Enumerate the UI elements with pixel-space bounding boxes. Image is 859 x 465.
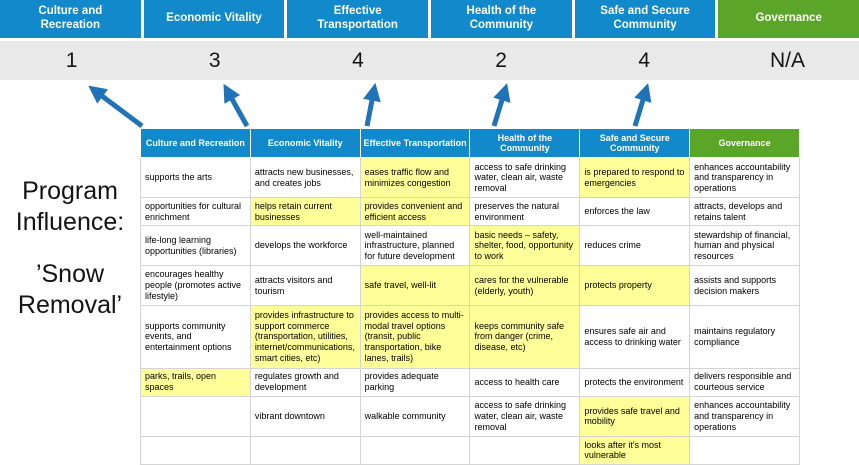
table-cell <box>359 435 471 465</box>
table-cell: enhances accountability and transparency… <box>689 395 800 437</box>
table-row: supports community events, and entertain… <box>140 304 800 369</box>
table-cell: supports community events, and entertain… <box>140 304 251 369</box>
program-influence-label: Program Influence: ’Snow Removal’ <box>0 176 140 341</box>
table-cell <box>689 435 800 465</box>
score-strip: 1 3 4 2 4 N/A <box>0 41 859 80</box>
table-cell: maintains regulatory compliance <box>689 304 800 369</box>
table-cell: access to safe drinking water, clean air… <box>469 395 581 437</box>
table-cell: keeps community safe from danger (crime,… <box>469 304 581 369</box>
priority-header-culture-and-recreation: Culture and Recreation <box>0 0 141 38</box>
table-cell: protects the environment <box>579 367 691 397</box>
table-cell: provides access to multi-modal travel op… <box>359 304 471 369</box>
table-cell: attracts new businesses, and creates job… <box>249 157 361 199</box>
table-cell: assists and supports decision makers <box>689 265 800 306</box>
table-cell: preserves the natural environment <box>469 197 581 227</box>
table-header-economic-vitality: Economic Vitality <box>249 127 361 159</box>
table-cell <box>469 435 581 465</box>
table-cell: encourages healthy people (promotes acti… <box>140 265 251 306</box>
table-cell: looks after it's most vulnerable <box>579 435 691 465</box>
influence-table: Culture and Recreation Economic Vitality E… <box>140 127 800 465</box>
priority-header-governance: Governance <box>718 0 859 38</box>
score-governance: N/A <box>769 48 805 72</box>
table-header-row: Culture and Recreation Economic Vitality E… <box>140 127 800 159</box>
arrow-up-icon <box>363 82 381 127</box>
table-row: life-long learning opportunities (librar… <box>140 225 800 267</box>
table-cell: attracts, develops and retains talent <box>689 197 800 227</box>
table-cell: walkable community <box>359 395 471 437</box>
table-cell: cares for the vulnerable (elderly, youth… <box>469 265 581 306</box>
table-cell: eases traffic flow and minimizes congest… <box>359 157 471 199</box>
arrow-up-icon <box>88 85 144 128</box>
table-cell: parks, trails, open spaces <box>140 367 251 397</box>
table-cell <box>140 395 251 437</box>
priority-header-effective-transportation: Effective Transportation <box>287 0 429 38</box>
table-row: supports the arts attracts new businesses… <box>140 157 800 199</box>
score-economic-vitality: 3 <box>208 48 221 72</box>
table-cell: helps retain current businesses <box>249 197 361 227</box>
score-culture-and-recreation: 1 <box>65 48 78 72</box>
table-cell: attracts visitors and tourism <box>249 265 361 306</box>
arrow-up-icon <box>491 83 511 127</box>
table-row: looks after it's most vulnerable <box>140 435 800 465</box>
table-cell: ensures safe air and access to drinking … <box>579 304 691 369</box>
table-row: opportunities for cultural enrichment hel… <box>140 197 800 227</box>
table-header-safe-and-secure-community: Safe and Secure Community <box>579 127 691 159</box>
table-cell: provides adequate parking <box>359 367 471 397</box>
influence-table-wrap: Culture and Recreation Economic Vitality E… <box>140 127 800 465</box>
program-influence-line2: ’Snow Removal’ <box>17 259 123 319</box>
influence-arrows <box>88 82 652 128</box>
table-cell: life-long learning opportunities (librar… <box>140 225 251 267</box>
table-cell: well-maintained infrastructure, planned … <box>359 225 471 267</box>
table-cell: enforces the law <box>579 197 691 227</box>
table-cell: delivers responsible and courteous servi… <box>689 367 800 397</box>
score-effective-transportation: 4 <box>352 48 364 72</box>
table-cell: provides safe travel and mobility <box>579 395 691 437</box>
table-cell: provides convenient and efficient access <box>359 197 471 227</box>
table-cell: provides infrastructure to support comme… <box>249 304 361 369</box>
table-cell: protects property <box>579 265 691 306</box>
arrow-up-icon <box>632 83 652 127</box>
program-influence-line1: Program Influence: <box>15 177 125 237</box>
table-header-health-of-the-community: Health of the Community <box>469 127 581 159</box>
priority-header-safe-and-secure-community: Safe and Secure Community <box>574 0 716 38</box>
score-health-of-the-community: 2 <box>495 48 507 72</box>
table-cell: enhances accountability and transparency… <box>689 157 800 199</box>
table-cell: develops the workforce <box>249 225 361 267</box>
table-cell: access to health care <box>469 367 581 397</box>
priority-header-economic-vitality: Economic Vitality <box>143 0 285 38</box>
table-cell: basic needs – safety, shelter, food, opp… <box>469 225 581 267</box>
table-cell: opportunities for cultural enrichment <box>140 197 251 227</box>
arrow-up-icon <box>223 83 250 128</box>
table-cell <box>140 435 251 465</box>
table-row: encourages healthy people (promotes acti… <box>140 265 800 306</box>
priority-header-health-of-the-community: Health of the Community <box>431 0 572 38</box>
table-cell: vibrant downtown <box>249 395 361 437</box>
table-cell: supports the arts <box>140 157 251 199</box>
table-cell: is prepared to respond to emergencies <box>579 157 691 199</box>
table-header-governance: Governance <box>689 127 800 159</box>
score-safe-and-secure-community: 4 <box>638 48 651 72</box>
table-row: vibrant downtown walkable community access… <box>140 395 800 437</box>
table-row: parks, trails, open spaces regulates grow… <box>140 367 800 397</box>
table-cell: regulates growth and development <box>249 367 361 397</box>
table-cell: stewardship of financial, human and phys… <box>689 225 800 267</box>
table-header-effective-transportation: Effective Transportation <box>359 127 471 159</box>
table-cell: safe travel, well-lit <box>359 265 471 306</box>
table-header-culture-and-recreation: Culture and Recreation <box>140 127 251 159</box>
table-cell: access to safe drinking water, clean air… <box>469 157 581 199</box>
priority-header-band: Culture and Recreation Economic Vitality… <box>0 0 859 38</box>
table-cell: reduces crime <box>579 225 691 267</box>
table-cell <box>249 435 361 465</box>
